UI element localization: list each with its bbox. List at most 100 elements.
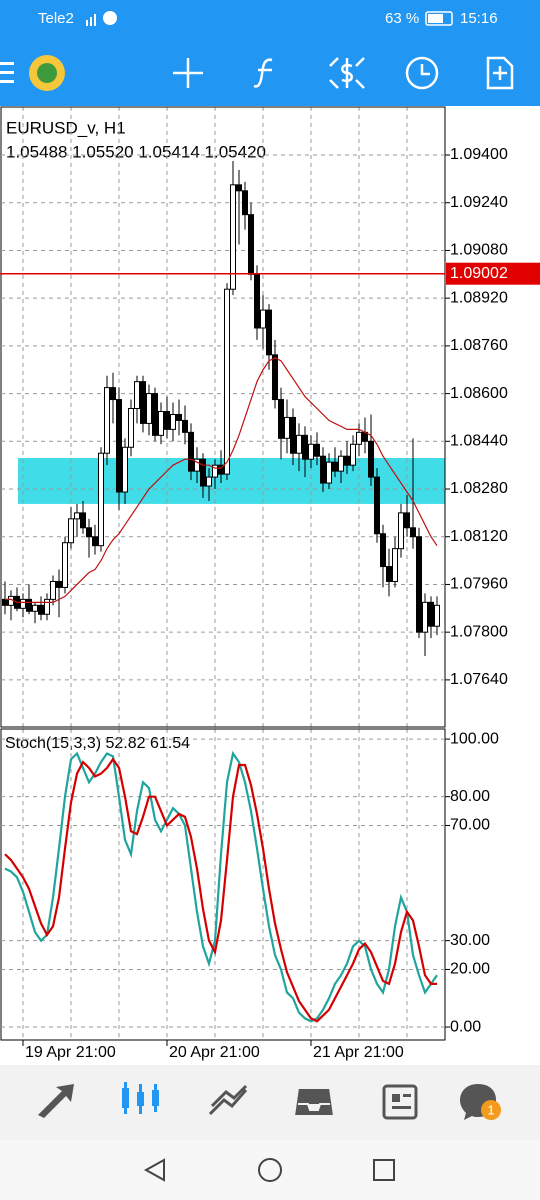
candle-body (44, 598, 50, 615)
symbol-button[interactable] (329, 57, 365, 89)
x-tick-label: 20 Apr 21:00 (169, 1044, 260, 1061)
y-tick-label: 1.08120 (450, 528, 508, 545)
candle-body (278, 399, 284, 439)
menu-button[interactable] (0, 62, 14, 83)
candle-body (392, 548, 398, 582)
x-tick-label: 19 Apr 21:00 (25, 1044, 116, 1061)
new-order-button[interactable] (486, 56, 514, 90)
candle-body (434, 604, 440, 627)
y-tick-label: 1.08760 (450, 337, 508, 354)
candle-body (218, 464, 224, 475)
battery-fill (428, 14, 443, 23)
y-tick-label: 1.09080 (450, 242, 508, 259)
price-label: 1.09002 (450, 265, 508, 282)
y-tick-label: 20.00 (450, 961, 490, 978)
candle-body (380, 533, 386, 568)
y-tick-label: 1.07640 (450, 671, 508, 688)
candle-body (26, 598, 32, 612)
candle-body (260, 309, 266, 329)
candle-body (320, 455, 326, 484)
system-nav (0, 1140, 540, 1200)
app-bar (0, 0, 540, 106)
candle-body (74, 512, 80, 520)
candle-body (200, 458, 206, 487)
candle-body (416, 536, 422, 633)
candle-body (140, 381, 146, 424)
recents-button[interactable] (373, 1159, 395, 1181)
indicators-button[interactable] (253, 58, 273, 88)
candle-body (290, 416, 296, 454)
y-tick-label: 1.07960 (450, 576, 508, 593)
candle-body (164, 410, 170, 430)
indicator-title: Stoch(15,3,3) 52.82 61.54 (5, 735, 190, 752)
trade-tab[interactable] (208, 1084, 248, 1116)
candle-body (338, 455, 344, 472)
candle-body (92, 536, 98, 547)
candle-body (284, 416, 290, 439)
candle-body (2, 598, 8, 606)
candle-body (158, 410, 164, 436)
crosshair-button[interactable] (173, 58, 203, 88)
chat-tab[interactable]: 1 (460, 1084, 501, 1120)
panel-frame (0, 728, 446, 1041)
battery-icon (425, 11, 453, 26)
candle-body (56, 580, 62, 588)
candle-body (248, 214, 254, 275)
y-tick-label: 1.08600 (450, 385, 508, 402)
candle-body (302, 434, 308, 460)
chart-tab[interactable] (122, 1082, 159, 1114)
y-tick-label: 0.00 (450, 1018, 481, 1035)
history-tab[interactable] (292, 1087, 336, 1117)
indicator-line (4, 757, 437, 1023)
price-label-box (446, 262, 540, 285)
candle-body (374, 476, 380, 535)
home-button[interactable] (258, 1158, 282, 1182)
candle-body (110, 387, 116, 401)
candle-body (308, 443, 314, 460)
candle-body (98, 452, 104, 547)
candle-body (314, 443, 320, 457)
y-tick-label: 1.07800 (450, 623, 508, 640)
candle-body (242, 190, 248, 216)
candle-body (266, 309, 272, 356)
candle-body (236, 184, 242, 192)
candle-body (404, 512, 410, 529)
candle-body (176, 413, 182, 421)
battery-level: 63 % (385, 10, 419, 27)
candle-body (182, 419, 188, 433)
timeframe-button[interactable] (405, 56, 439, 90)
candle-body (410, 527, 416, 538)
candle-body (332, 461, 338, 472)
candle-body (206, 476, 212, 487)
candle-body (194, 458, 200, 472)
candle-body (62, 542, 68, 588)
y-tick-label: 1.09400 (450, 146, 508, 163)
candle-body (272, 354, 278, 401)
candle-body (80, 512, 86, 529)
news-tab[interactable] (382, 1084, 418, 1120)
y-tick-label: 1.08920 (450, 289, 508, 306)
candle-body (134, 381, 140, 410)
x-tick-label: 21 Apr 21:00 (313, 1044, 404, 1061)
y-tick-label: 100.00 (450, 730, 499, 747)
quotes-tab[interactable] (38, 1084, 74, 1118)
candle-body (398, 512, 404, 550)
candle-body (356, 431, 362, 445)
zone (18, 458, 445, 504)
candle-body (86, 527, 92, 538)
candle-body (254, 273, 260, 329)
y-tick-label: 1.08280 (450, 480, 508, 497)
y-tick-label: 70.00 (450, 817, 490, 834)
candle-body (386, 566, 392, 582)
candle-body (146, 393, 152, 424)
app-logo (29, 55, 65, 91)
y-tick-label: 30.00 (450, 932, 490, 949)
candle-body (68, 518, 74, 544)
chat-badge: 1 (487, 1102, 494, 1117)
candle-body (344, 455, 350, 466)
candle-body (32, 604, 38, 612)
bottom-nav (0, 1065, 540, 1140)
back-button[interactable] (143, 1158, 165, 1182)
candle-body (422, 601, 428, 633)
